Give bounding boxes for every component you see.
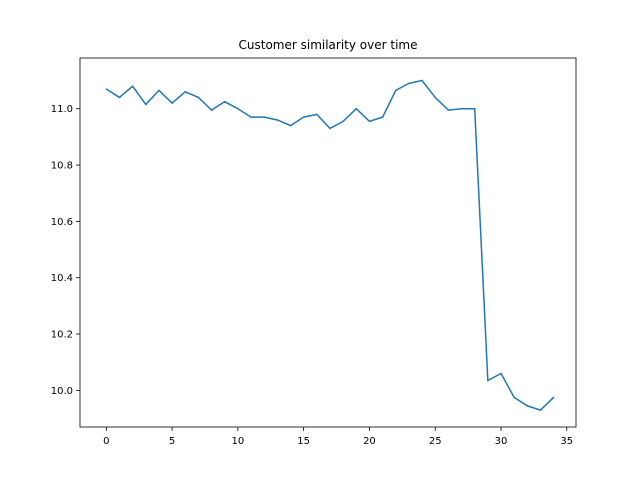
data-point [263, 116, 265, 118]
data-point [210, 109, 213, 111]
x-tick-label: 30 [495, 436, 508, 447]
data-point [197, 96, 200, 99]
data-point [473, 107, 476, 110]
series-layer [105, 79, 555, 411]
data-point [513, 396, 515, 399]
data-point [118, 96, 121, 99]
chart-title: Customer similarity over time [239, 38, 418, 52]
data-point [329, 127, 331, 130]
data-point [237, 107, 239, 110]
data-point [552, 396, 555, 399]
x-tick-label: 5 [169, 436, 175, 447]
x-tick-label: 20 [363, 436, 376, 447]
data-point [487, 379, 489, 382]
y-tick-label: 10.0 [51, 386, 73, 397]
data-point [289, 124, 292, 127]
y-tick-label: 10.6 [51, 217, 73, 228]
data-point [368, 120, 371, 123]
data-point [131, 85, 134, 87]
data-point [395, 89, 397, 92]
data-point [276, 119, 279, 121]
data-point [158, 89, 160, 92]
data-point [539, 409, 542, 411]
y-tick-label: 10.2 [51, 330, 73, 341]
x-axis-ticks: 0 5 10 15 20 25 30 35 [103, 427, 573, 447]
y-tick-label: 11.0 [51, 104, 73, 115]
data-point [145, 103, 147, 106]
data-point [408, 82, 410, 85]
data-point [223, 100, 226, 103]
data-point [421, 79, 423, 82]
y-tick-label: 10.8 [51, 161, 73, 172]
data-point [250, 116, 252, 118]
data-point [105, 88, 108, 90]
x-tick-label: 15 [297, 436, 310, 447]
data-point [460, 107, 463, 110]
data-point [302, 116, 305, 118]
data-point [171, 102, 173, 104]
x-tick-label: 25 [429, 436, 442, 447]
data-point [434, 96, 436, 99]
y-tick-label: 10.4 [51, 273, 73, 284]
data-point [355, 107, 358, 110]
data-point [447, 109, 450, 111]
x-tick-label: 0 [103, 436, 109, 447]
axes-frame [79, 57, 577, 428]
y-axis-ticks: 10.0 10.2 10.4 10.6 10.8 11.0 [51, 104, 80, 397]
x-tick-label: 35 [560, 436, 573, 447]
data-point [316, 113, 318, 116]
data-point [342, 120, 344, 123]
x-tick-label: 10 [232, 436, 245, 447]
data-point [526, 405, 529, 407]
data-point [381, 116, 384, 118]
data-point [184, 91, 187, 93]
data-point [500, 372, 502, 375]
